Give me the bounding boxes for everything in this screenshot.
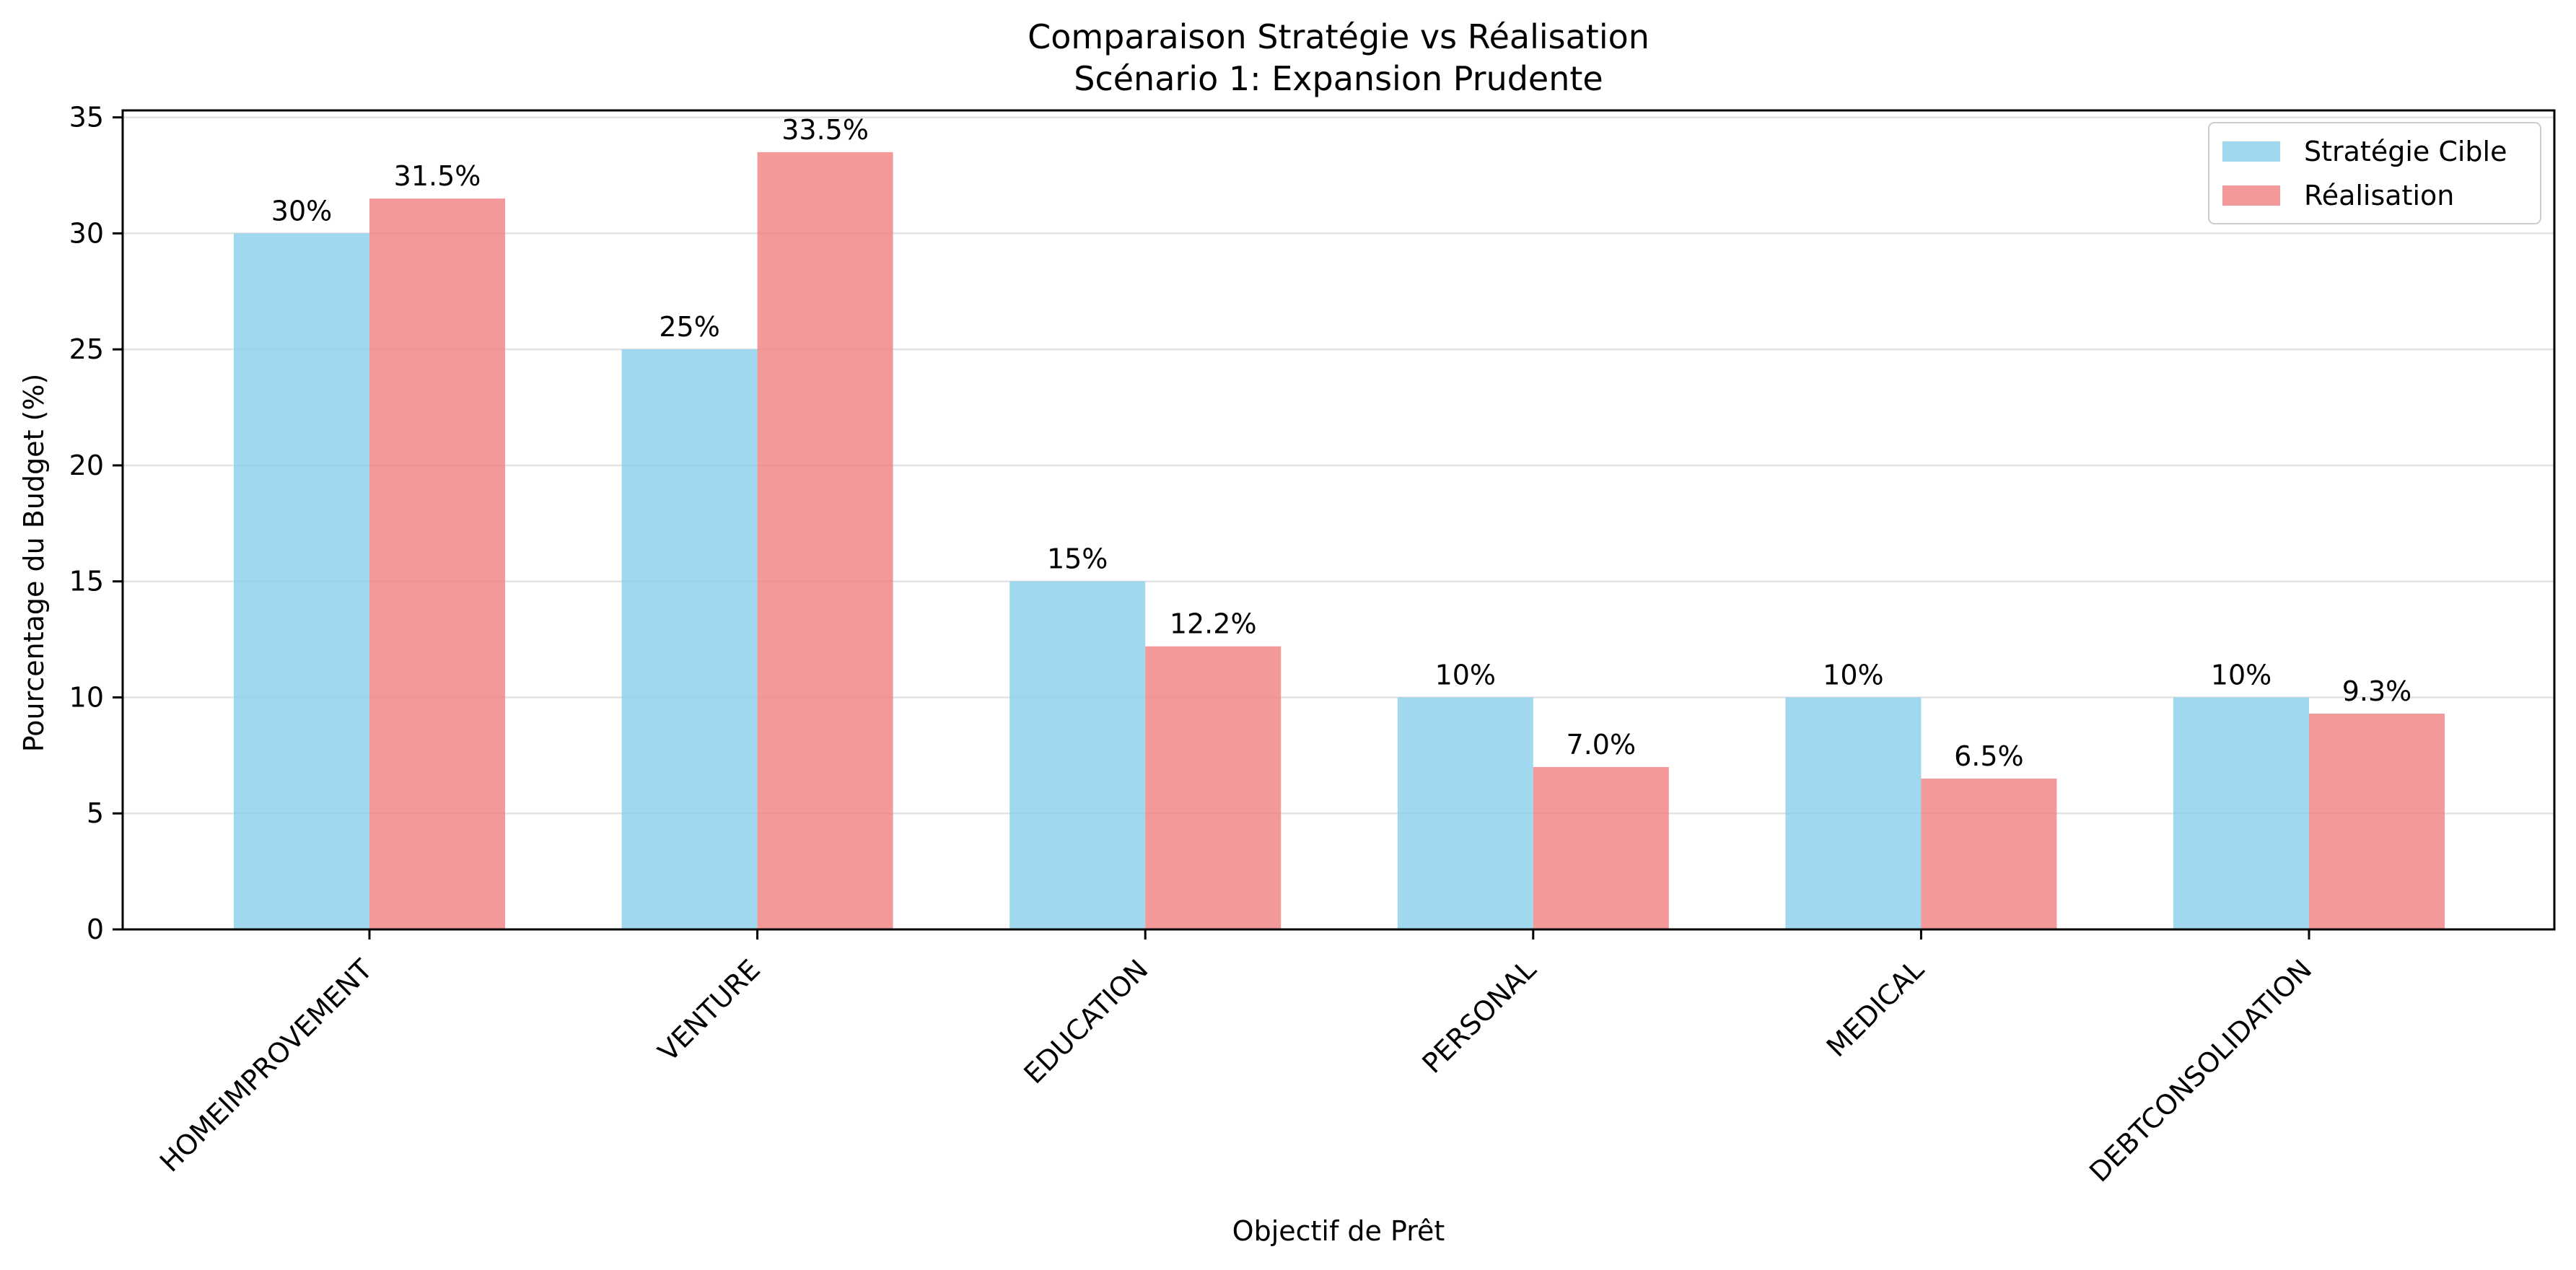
- y-tick-label: 30: [69, 217, 104, 249]
- bar-value-label: 9.3%: [2342, 675, 2412, 707]
- legend: Stratégie Cible Réalisation: [2208, 122, 2541, 224]
- bar-value-label: 15%: [1047, 543, 1108, 575]
- bar-value-label: 10%: [1435, 659, 1496, 691]
- x-tick-label: MEDICAL: [1821, 953, 1930, 1063]
- x-tick-label: DEBTCONSOLIDATION: [2083, 953, 2318, 1188]
- x-tick-label: VENTURE: [652, 953, 766, 1067]
- bar-realisation-homeimprovement: [369, 198, 505, 930]
- chart-title-line2: Scénario 1: Expansion Prudente: [1074, 59, 1603, 98]
- bar-value-label: 12.2%: [1170, 608, 1257, 640]
- bar-strategie-cible-education: [1009, 581, 1146, 929]
- grid-lines: [123, 116, 2554, 815]
- bar-realisation-venture: [757, 152, 893, 929]
- x-axis-label: Objectif de Prêt: [1232, 1215, 1445, 1247]
- bar-value-label: 10%: [2211, 659, 2271, 691]
- bars: [234, 152, 2445, 930]
- legend-swatch-realisation: [2222, 185, 2280, 206]
- bar-realisation-medical: [1921, 779, 2057, 929]
- bar-strategie-cible-personal: [1397, 697, 1533, 929]
- y-tick-label: 0: [87, 914, 104, 945]
- x-tick-label: HOMEIMPROVEMENT: [154, 953, 379, 1178]
- bar-realisation-personal: [1533, 766, 1669, 929]
- x-tick-label: PERSONAL: [1416, 953, 1543, 1080]
- plot-frame: [121, 109, 2556, 931]
- legend-frame: [2208, 122, 2541, 224]
- bar-value-label: 7.0%: [1567, 729, 1637, 761]
- bar-realisation-debtconsolidation: [2309, 713, 2445, 929]
- y-tick-label: 15: [69, 566, 104, 597]
- x-tick-label: EDUCATION: [1017, 953, 1154, 1090]
- legend-label-strategie: Stratégie Cible: [2304, 136, 2507, 167]
- legend-label-realisation: Réalisation: [2304, 180, 2454, 211]
- bar-strategie-cible-debtconsolidation: [2173, 697, 2309, 929]
- y-tick-label: 5: [87, 797, 104, 829]
- y-axis-label: Pourcentage du Budget (%): [18, 374, 50, 753]
- bar-realisation-education: [1145, 646, 1282, 929]
- bar-strategie-cible-medical: [1785, 697, 1922, 929]
- legend-swatch-strategie: [2222, 141, 2280, 162]
- y-tick-label: 35: [69, 102, 104, 133]
- chart-title-line1: Comparaison Stratégie vs Réalisation: [1028, 17, 1650, 56]
- bar-value-label: 33.5%: [781, 114, 869, 146]
- bar-value-label: 6.5%: [1954, 740, 2024, 772]
- y-tick-label: 20: [69, 450, 104, 481]
- bar-strategie-cible-venture: [621, 349, 758, 929]
- bar-labels: 30% 31.5% 25% 33.5% 15% 12.2% 10% 7.0% 10% 6.5% 10…: [271, 114, 2412, 772]
- bar-value-label: 31.5%: [394, 160, 481, 192]
- bar-value-label: 10%: [1823, 659, 1883, 691]
- bar-value-label: 30%: [271, 195, 332, 227]
- y-tick-label: 10: [69, 681, 104, 713]
- bar-strategie-cible-homeimprovement: [234, 233, 369, 929]
- y-tick-label: 25: [69, 333, 104, 365]
- bar-value-label: 25%: [659, 311, 719, 343]
